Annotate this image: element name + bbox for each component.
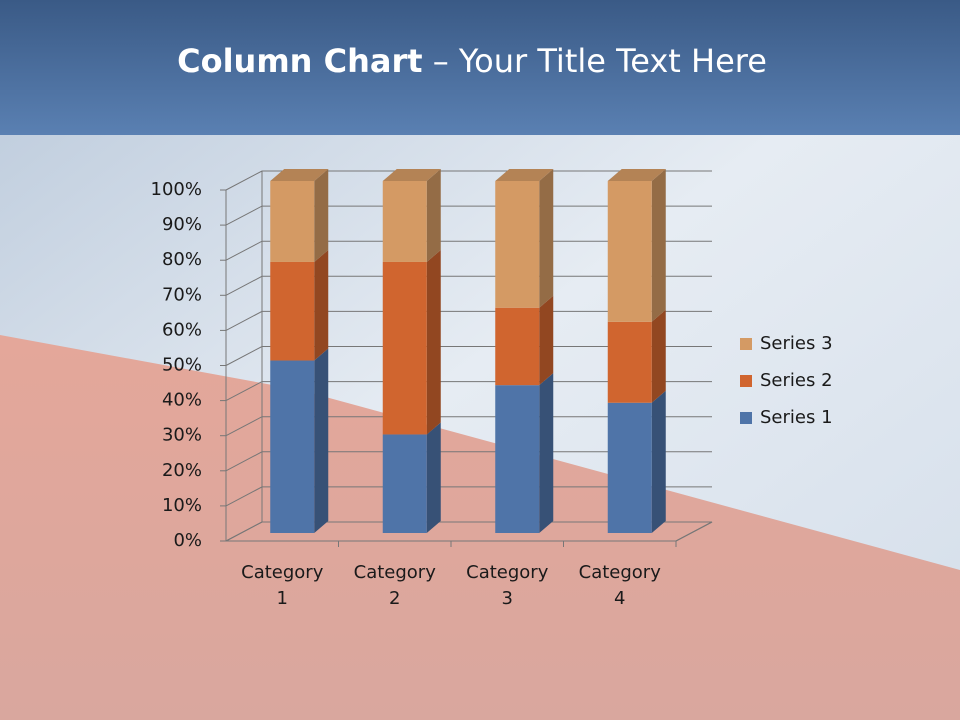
x-tick-label: Category 1 bbox=[241, 562, 324, 609]
bar bbox=[270, 181, 315, 262]
bar-side bbox=[651, 309, 666, 403]
y-tick-label: 0% bbox=[173, 530, 202, 551]
y-tick-label: 70% bbox=[162, 284, 202, 305]
bar bbox=[607, 181, 652, 322]
title: Column Chart – Your Title Text Here bbox=[177, 42, 767, 80]
bar-top bbox=[607, 169, 666, 181]
grid-line bbox=[225, 451, 712, 472]
grid-line bbox=[225, 310, 712, 331]
bar-side bbox=[426, 169, 441, 262]
bar-side bbox=[426, 249, 441, 435]
grid-line bbox=[225, 275, 712, 296]
bar bbox=[382, 434, 427, 533]
title-band bbox=[0, 0, 960, 135]
legend-swatch bbox=[740, 338, 752, 350]
x-tick-label: Category 2 bbox=[353, 562, 436, 609]
title-bold: Column Chart bbox=[177, 42, 422, 80]
y-tick-label: 10% bbox=[162, 495, 202, 516]
legend-label: Series 2 bbox=[760, 370, 833, 391]
legend-swatch bbox=[740, 412, 752, 424]
roof bbox=[0, 335, 960, 720]
grid-line bbox=[225, 416, 712, 437]
bar-top bbox=[382, 169, 441, 181]
bar-side bbox=[651, 169, 666, 322]
bar-side bbox=[539, 295, 554, 386]
y-tick-label: 30% bbox=[162, 425, 202, 446]
bar bbox=[495, 385, 540, 533]
grid-line bbox=[225, 205, 712, 226]
grid-line bbox=[225, 486, 712, 507]
legend-swatch bbox=[740, 375, 752, 387]
y-tick-label: 90% bbox=[162, 214, 202, 235]
bar-side bbox=[314, 348, 329, 533]
grid-line bbox=[225, 521, 712, 542]
bar-side bbox=[314, 169, 329, 262]
bar bbox=[382, 261, 427, 435]
bar bbox=[270, 360, 315, 533]
bar-top bbox=[270, 169, 329, 181]
x-tick-label: Category 4 bbox=[578, 562, 661, 609]
bar bbox=[495, 181, 540, 308]
legend-label: Series 3 bbox=[760, 333, 833, 354]
grid-line bbox=[225, 381, 712, 402]
grid-line bbox=[225, 240, 712, 261]
y-tick-label: 60% bbox=[162, 319, 202, 340]
bar bbox=[382, 181, 427, 262]
bar-side bbox=[651, 390, 666, 533]
y-tick-label: 20% bbox=[162, 460, 202, 481]
bar-top bbox=[495, 169, 554, 181]
bar bbox=[607, 402, 652, 533]
bar-side bbox=[539, 373, 554, 533]
y-tick-label: 80% bbox=[162, 249, 202, 270]
bar-side bbox=[539, 169, 554, 308]
bar bbox=[607, 321, 652, 403]
floor-edge bbox=[675, 521, 713, 542]
y-tick-label: 100% bbox=[151, 179, 202, 200]
title-rest: – Your Title Text Here bbox=[433, 42, 767, 80]
bar bbox=[495, 307, 540, 386]
legend-label: Series 1 bbox=[760, 407, 833, 428]
bar bbox=[270, 261, 315, 361]
bar-side bbox=[314, 249, 329, 361]
y-tick-label: 50% bbox=[162, 355, 202, 376]
grid-line bbox=[225, 170, 712, 191]
grid-line bbox=[225, 346, 712, 366]
bar-side bbox=[426, 422, 441, 533]
y-tick-label: 40% bbox=[162, 390, 202, 411]
x-tick-label: Category 3 bbox=[466, 562, 549, 609]
